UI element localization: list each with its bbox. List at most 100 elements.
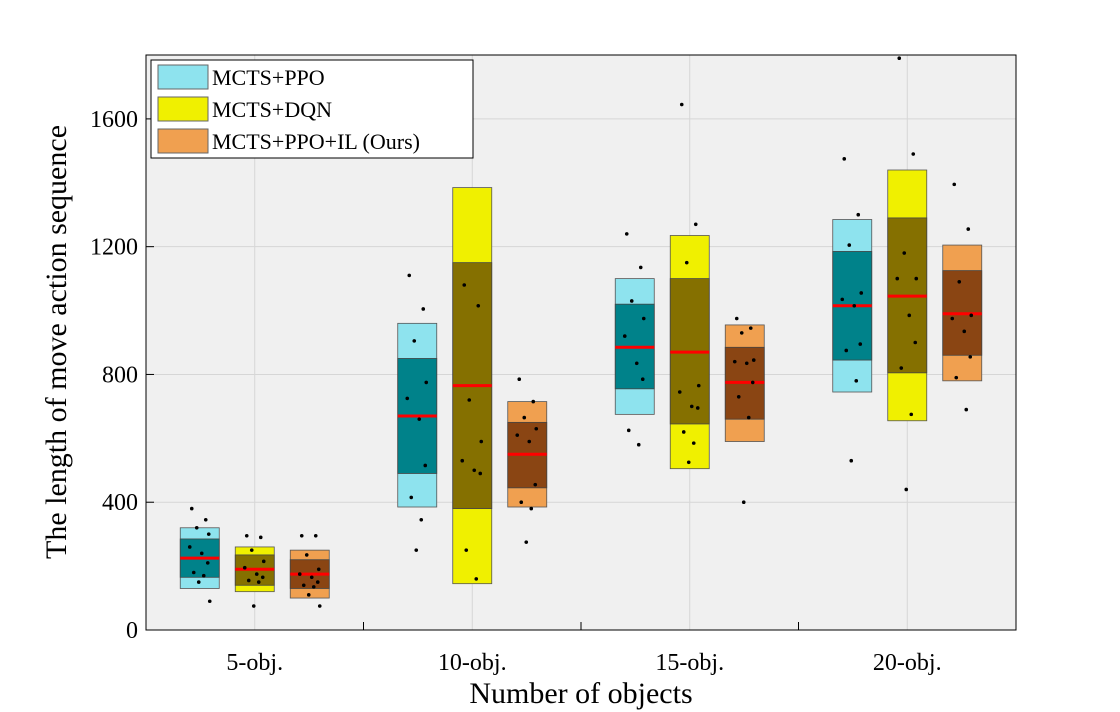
box-group	[234, 533, 275, 608]
data-point	[904, 487, 909, 492]
data-point	[677, 390, 682, 394]
box-group	[179, 506, 220, 604]
data-point	[534, 426, 539, 431]
x-axis-label: Number of objects	[469, 677, 692, 710]
data-point	[746, 415, 751, 420]
data-point	[460, 458, 465, 463]
data-point	[691, 441, 696, 445]
data-point	[950, 316, 955, 321]
data-point	[748, 326, 753, 330]
data-point	[261, 559, 266, 564]
data-point	[423, 463, 428, 468]
box-group	[614, 232, 655, 447]
data-point	[840, 297, 845, 302]
data-point	[304, 553, 309, 557]
data-point	[260, 575, 265, 580]
data-point	[522, 415, 527, 420]
data-point	[524, 540, 529, 544]
data-point	[736, 395, 741, 399]
data-point	[424, 380, 429, 385]
data-point	[244, 533, 249, 538]
box-group	[669, 102, 710, 470]
data-point	[316, 567, 321, 572]
data-point	[962, 329, 967, 334]
data-point	[205, 561, 210, 565]
data-point	[421, 307, 426, 311]
data-point	[734, 316, 739, 321]
data-point	[907, 313, 912, 318]
data-point	[515, 433, 520, 437]
data-point	[852, 303, 857, 308]
data-point	[476, 303, 481, 308]
data-point	[407, 273, 412, 278]
data-point	[533, 482, 538, 487]
data-point	[207, 599, 212, 604]
data-point	[686, 460, 691, 465]
data-point	[954, 375, 959, 380]
data-point	[462, 283, 467, 287]
data-point	[695, 406, 700, 410]
data-point	[693, 222, 698, 227]
data-point	[417, 417, 422, 421]
data-point	[629, 299, 634, 303]
box-group	[397, 273, 438, 552]
box-groups	[179, 56, 983, 608]
data-point	[897, 56, 902, 60]
data-point	[634, 361, 639, 366]
data-point	[895, 276, 900, 281]
data-point	[191, 570, 196, 575]
data-point	[479, 439, 484, 444]
data-point	[624, 232, 629, 236]
data-point	[194, 525, 199, 530]
data-point	[636, 442, 641, 447]
data-point	[751, 358, 756, 362]
data-point	[189, 506, 194, 511]
data-point	[301, 583, 306, 588]
data-point	[732, 359, 737, 364]
data-point	[849, 458, 854, 463]
data-point	[467, 398, 472, 402]
legend-swatch-ours	[157, 128, 209, 154]
data-point	[531, 399, 536, 404]
data-point	[254, 572, 259, 576]
data-point	[957, 280, 962, 284]
data-point	[517, 377, 522, 382]
data-point	[739, 331, 744, 335]
box-group	[832, 157, 873, 463]
data-point	[256, 580, 261, 584]
box-group	[507, 377, 548, 544]
data-point	[844, 348, 849, 353]
x-tick-label: 5-obj.	[226, 650, 283, 676]
legend: MCTS+PPO MCTS+DQN MCTS+PPO+IL (Ours)	[150, 59, 474, 159]
data-point	[968, 355, 973, 359]
legend-label-mcts-dqn: MCTS+DQN	[212, 97, 332, 122]
data-point	[199, 551, 204, 556]
data-point	[529, 506, 534, 511]
data-point	[847, 243, 852, 247]
data-point	[474, 577, 479, 581]
y-tick-label: 1600	[90, 107, 138, 133]
data-point	[750, 380, 755, 385]
x-tick-label: 10-obj.	[438, 650, 507, 676]
data-point	[297, 572, 302, 576]
data-point	[412, 339, 417, 343]
data-point	[478, 471, 483, 476]
y-axis-label: The length of move action sequence	[40, 125, 73, 559]
data-point	[842, 157, 847, 161]
data-point	[856, 212, 861, 217]
box-group	[289, 533, 330, 608]
data-point	[859, 291, 864, 295]
data-point	[744, 361, 749, 366]
data-point	[249, 548, 254, 552]
legend-swatch-mcts-ppo	[157, 64, 209, 90]
data-point	[315, 580, 320, 584]
x-tick-label: 15-obj.	[655, 650, 724, 676]
data-point	[519, 500, 524, 505]
data-point	[902, 251, 907, 255]
data-point	[952, 182, 957, 187]
data-point	[313, 533, 318, 538]
data-point	[899, 366, 904, 370]
data-point	[964, 407, 969, 412]
data-point	[681, 430, 686, 434]
